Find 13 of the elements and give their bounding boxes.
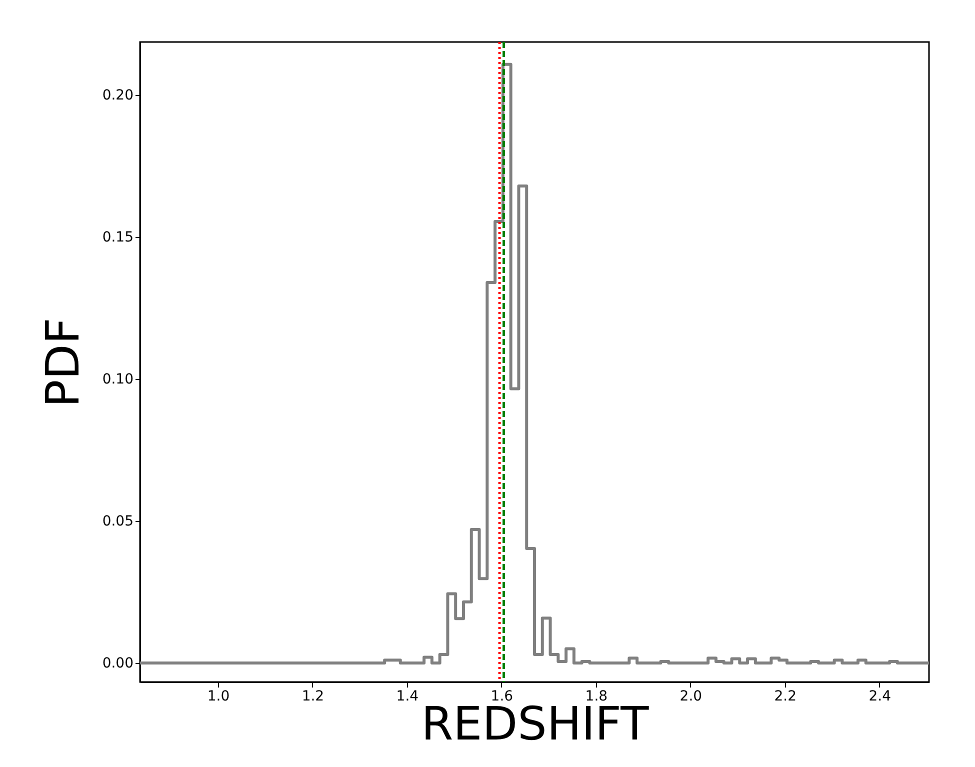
x-tick-label: 1.0 [207,688,230,704]
x-tick-label: 2.2 [774,688,797,704]
x-tick-label: 2.0 [680,688,702,704]
y-axis-title: PDF [35,318,90,408]
y-tick-label: 0.00 [102,655,134,672]
y-tick-label: 0.05 [102,514,134,530]
x-tick-label: 1.2 [302,688,324,704]
y-tick-label: 0.15 [102,230,134,246]
x-tick-label: 1.4 [396,688,419,704]
y-tick-label: 0.20 [102,88,134,104]
x-tick-label: 1.8 [585,688,608,704]
y-tick-label: 0.10 [102,372,134,388]
x-tick-label: 2.4 [868,688,892,704]
